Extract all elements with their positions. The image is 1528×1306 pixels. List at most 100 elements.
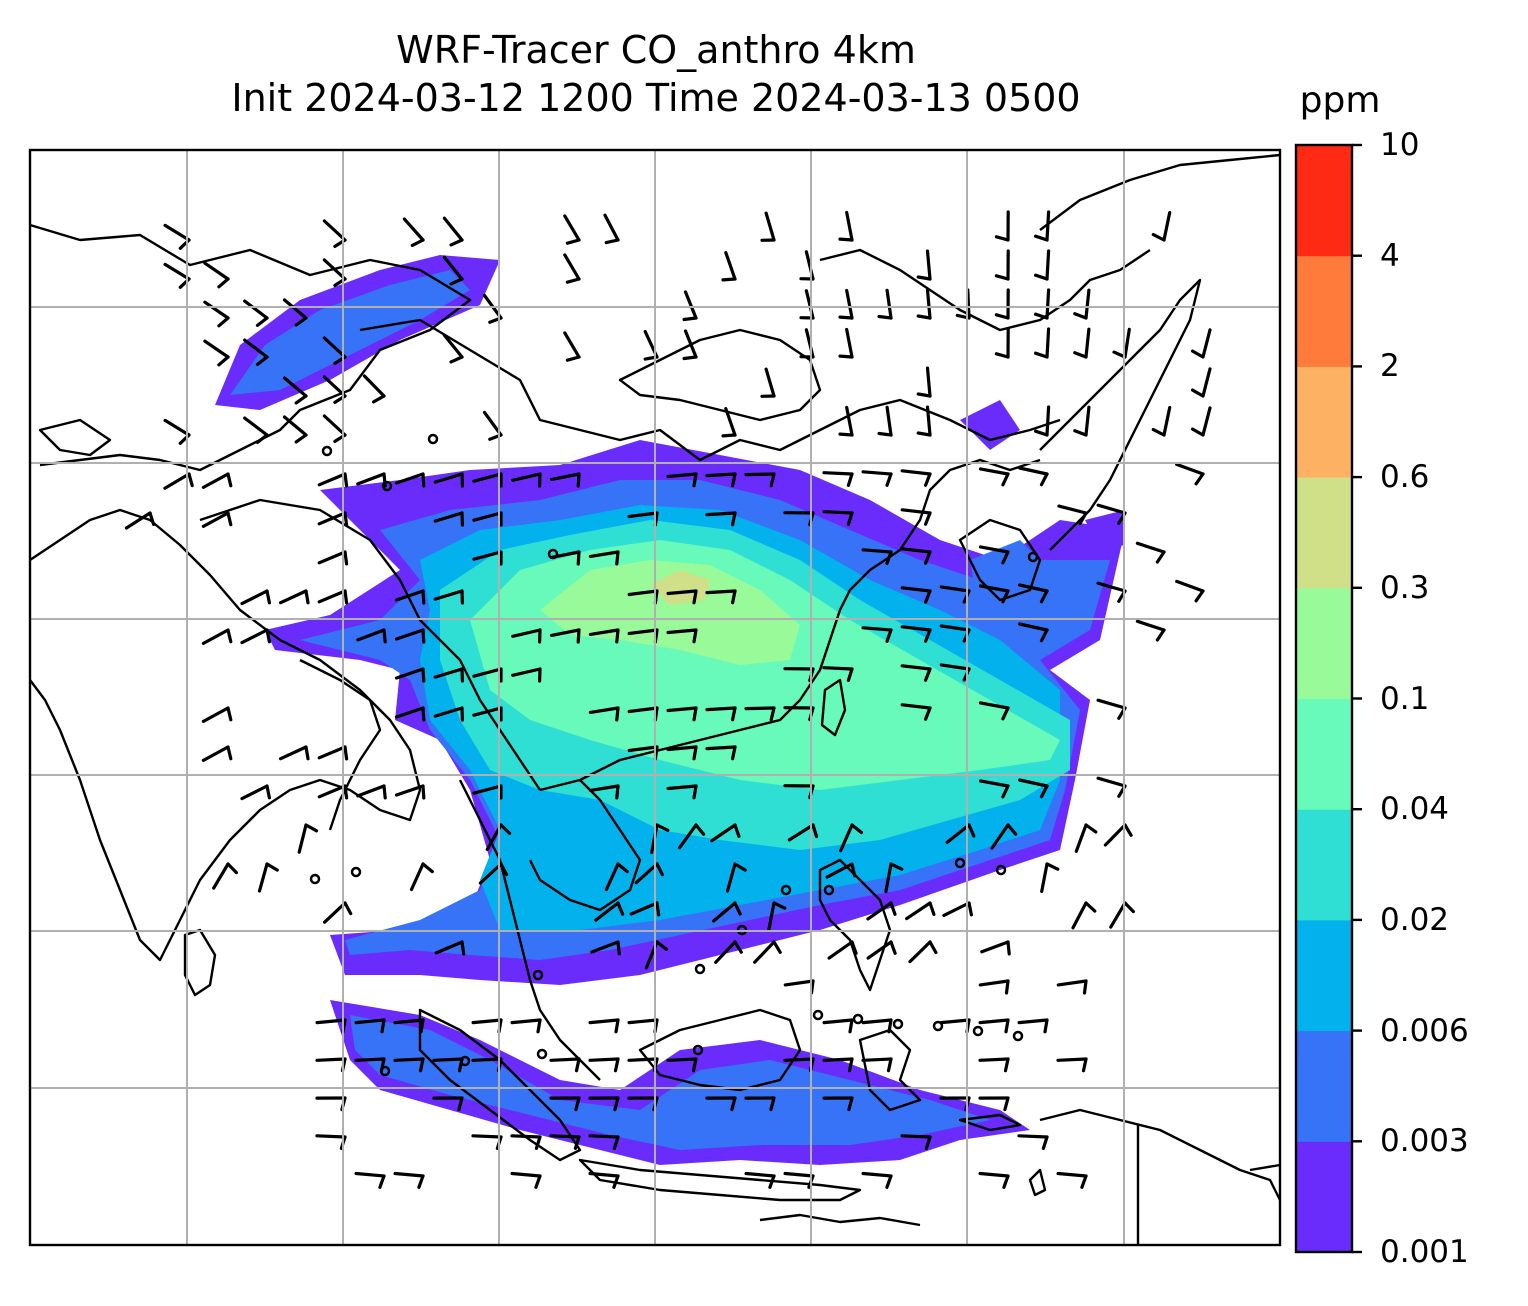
wind-barb bbox=[1045, 405, 1051, 437]
wind-barbs bbox=[124, 210, 1212, 1189]
wind-barb-flag bbox=[1033, 429, 1049, 437]
wind-barb bbox=[322, 375, 347, 398]
wind-barb bbox=[1162, 406, 1172, 437]
wind-barb bbox=[885, 288, 893, 320]
wind-barb-flag bbox=[265, 784, 271, 800]
wind-barb-flag bbox=[449, 238, 464, 247]
wind-barb bbox=[724, 251, 737, 281]
wind-barb bbox=[588, 706, 620, 715]
wind-barb bbox=[861, 626, 893, 632]
wind-barb-flag bbox=[421, 628, 426, 644]
coastline-islands bbox=[759, 1213, 921, 1227]
wind-barb bbox=[472, 706, 503, 717]
wind-barb bbox=[1071, 901, 1088, 930]
wind-barb bbox=[1017, 1018, 1049, 1025]
wind-barb bbox=[563, 253, 581, 281]
wind-barb-flag bbox=[838, 237, 854, 242]
wind-barb-flag bbox=[733, 901, 742, 916]
wind-barb bbox=[900, 1134, 932, 1139]
wind-barb-flag bbox=[217, 277, 230, 289]
border-line bbox=[618, 328, 822, 422]
wind-barb-flag bbox=[655, 901, 661, 917]
wind-barb-flag bbox=[499, 823, 512, 836]
wind-barb-flag bbox=[889, 862, 904, 871]
wind-barb-flag bbox=[1155, 628, 1166, 642]
wind-barb-flag bbox=[294, 316, 308, 327]
wind-barb-flag bbox=[255, 433, 269, 444]
colorbar-segment bbox=[1296, 1030, 1352, 1142]
plume-band-0003 bbox=[230, 270, 470, 395]
wind-barb-flag bbox=[343, 589, 349, 605]
wind-barb bbox=[402, 217, 425, 242]
wind-barb bbox=[201, 472, 230, 489]
wind-barb-flag bbox=[449, 277, 464, 286]
wind-barb-flag bbox=[1001, 784, 1010, 799]
wind-barb bbox=[908, 940, 932, 964]
calm-wind-marker bbox=[321, 445, 333, 457]
wind-barb-flag bbox=[421, 472, 426, 488]
wind-barb bbox=[478, 862, 503, 885]
wind-barb-flag bbox=[1004, 979, 1010, 995]
wind-barb bbox=[939, 624, 971, 632]
wind-barb-flag bbox=[1123, 823, 1133, 837]
colorbar-segment bbox=[1296, 587, 1352, 699]
wind-barb bbox=[163, 223, 191, 242]
wind-barb bbox=[322, 414, 347, 437]
wind-barb bbox=[705, 589, 737, 595]
wind-barb bbox=[627, 745, 659, 753]
wind-barb-flag bbox=[850, 940, 858, 955]
wind-barb bbox=[900, 625, 932, 632]
plume-patch bbox=[1085, 510, 1125, 550]
wind-barb-flag bbox=[615, 706, 620, 722]
wind-barb-flag bbox=[1006, 823, 1018, 836]
wind-barb-flag bbox=[615, 784, 620, 800]
wind-barb bbox=[822, 666, 854, 671]
wind-barb bbox=[212, 862, 230, 890]
colorbar-tick-label: 0.001 bbox=[1380, 1234, 1469, 1270]
wind-barb-flag bbox=[838, 315, 854, 320]
wind-barb bbox=[900, 547, 932, 554]
wind-barb bbox=[978, 1171, 1010, 1178]
wind-barb bbox=[683, 329, 698, 359]
wind-barb-flag bbox=[449, 355, 464, 364]
wind-barb bbox=[563, 214, 581, 242]
wind-barb-flag bbox=[304, 589, 310, 605]
wind-barb bbox=[627, 511, 659, 519]
wind-barb bbox=[442, 216, 464, 242]
wind-barb-flag bbox=[460, 940, 466, 956]
wind-barb bbox=[866, 940, 893, 960]
wind-barb bbox=[588, 784, 620, 793]
wind-barb bbox=[866, 901, 893, 921]
wind-barb bbox=[282, 298, 308, 320]
colorbar-tick-label: 0.1 bbox=[1380, 680, 1430, 717]
wind-barb-flag bbox=[226, 628, 233, 644]
wind-barb bbox=[282, 376, 308, 398]
coastline-indochina bbox=[458, 779, 601, 1081]
wind-barb bbox=[945, 823, 971, 845]
wind-barb-flag bbox=[304, 745, 310, 761]
wind-barb-flag bbox=[1001, 472, 1010, 487]
colorbar-segment bbox=[1296, 145, 1352, 257]
colorbar-segment bbox=[1296, 1141, 1352, 1253]
wind-barb-flag bbox=[226, 862, 238, 875]
wind-barb-flag bbox=[616, 940, 621, 956]
wind-barb-flag bbox=[886, 1057, 893, 1073]
wind-barb bbox=[471, 1134, 503, 1139]
colorbar-segment bbox=[1296, 366, 1352, 478]
wind-barb-flag bbox=[343, 901, 353, 916]
wind-barb bbox=[939, 1018, 971, 1025]
wind-barb bbox=[764, 211, 776, 242]
wind-barb bbox=[753, 940, 776, 964]
wind-barb bbox=[1045, 210, 1051, 242]
wind-barb-flag bbox=[1080, 1174, 1088, 1189]
wind-barb-flag bbox=[848, 1018, 854, 1034]
wind-barb bbox=[240, 589, 269, 606]
wind-barb-flag bbox=[226, 472, 233, 488]
colorbar-tick-label: 4 bbox=[1380, 237, 1400, 274]
wind-barb-flag bbox=[612, 1135, 620, 1151]
wind-barb bbox=[297, 823, 308, 854]
wind-barb-flag bbox=[769, 1096, 776, 1112]
wind-barb-flag bbox=[730, 589, 737, 605]
wind-barb bbox=[563, 331, 581, 359]
wind-barb-flag bbox=[1084, 823, 1098, 834]
